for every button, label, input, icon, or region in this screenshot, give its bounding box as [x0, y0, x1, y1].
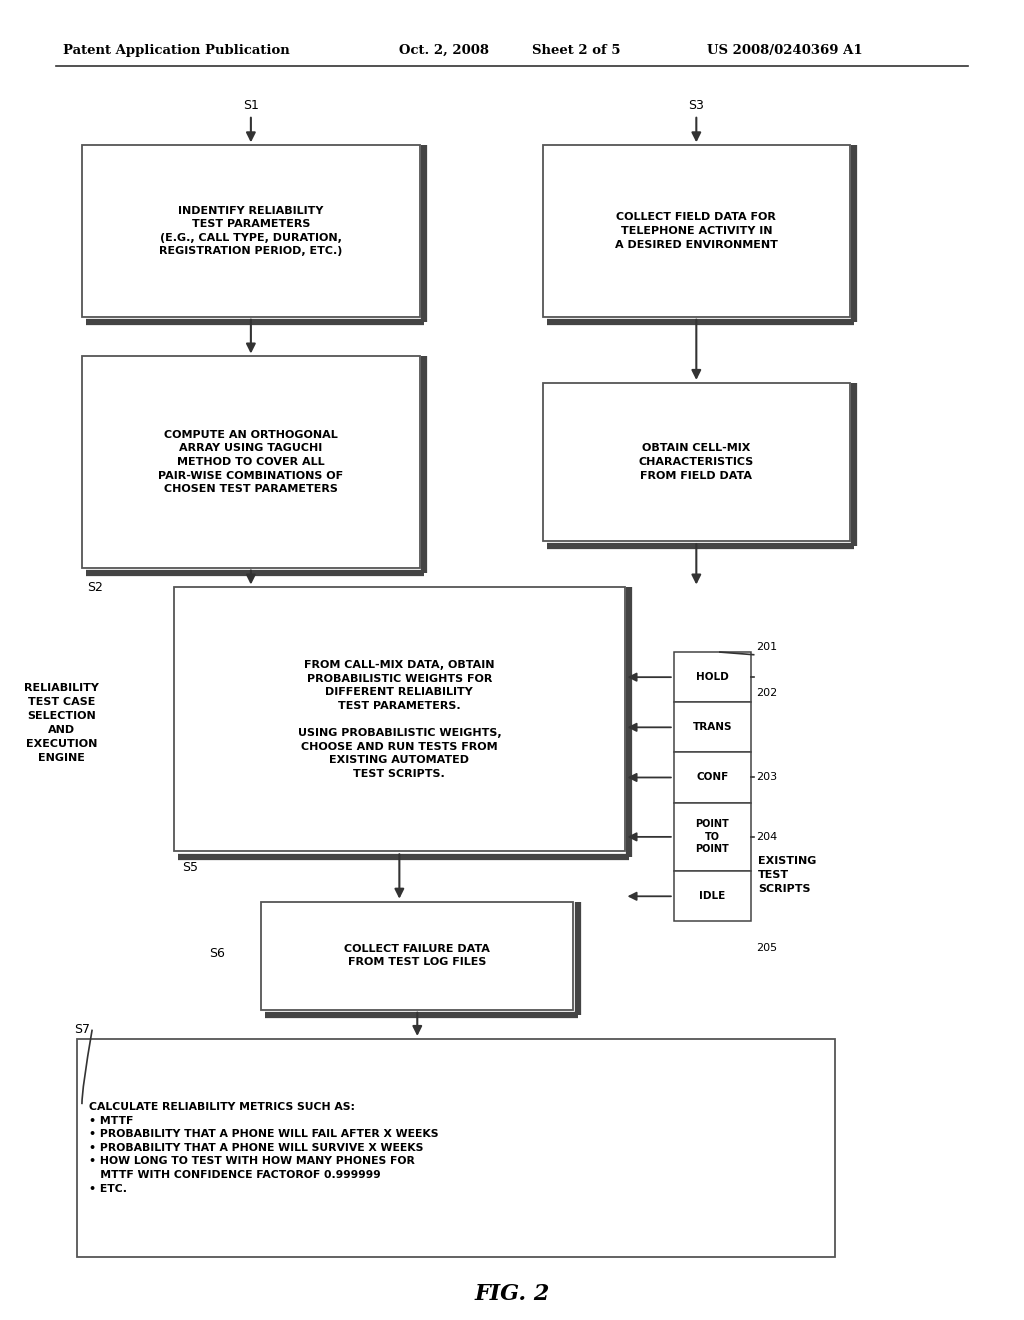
- Text: EXISTING
TEST
SCRIPTS: EXISTING TEST SCRIPTS: [758, 857, 816, 894]
- Text: US 2008/0240369 A1: US 2008/0240369 A1: [707, 44, 862, 57]
- Text: S5: S5: [182, 861, 199, 874]
- Text: Sheet 2 of 5: Sheet 2 of 5: [532, 44, 621, 57]
- Text: S1: S1: [243, 99, 259, 112]
- Text: S3: S3: [688, 99, 705, 112]
- Bar: [174, 587, 625, 851]
- Bar: [674, 702, 751, 752]
- Text: S4: S4: [573, 594, 590, 607]
- Text: 201: 201: [756, 642, 777, 652]
- Text: CONF: CONF: [696, 772, 728, 783]
- Text: COMPUTE AN ORTHOGONAL
ARRAY USING TAGUCHI
METHOD TO COVER ALL
PAIR-WISE COMBINAT: COMPUTE AN ORTHOGONAL ARRAY USING TAGUCH…: [159, 430, 343, 494]
- Text: 203: 203: [756, 772, 777, 783]
- Text: Oct. 2, 2008: Oct. 2, 2008: [399, 44, 489, 57]
- Bar: [77, 1039, 835, 1257]
- Text: CALCULATE RELIABILITY METRICS SUCH AS:
• MTTF
• PROBABILITY THAT A PHONE WILL FA: CALCULATE RELIABILITY METRICS SUCH AS: •…: [89, 1102, 438, 1193]
- Text: POINT
TO
POINT: POINT TO POINT: [695, 820, 729, 854]
- Bar: [261, 902, 573, 1010]
- Text: S6: S6: [209, 946, 225, 960]
- Text: HOLD: HOLD: [696, 672, 728, 682]
- Text: COLLECT FAILURE DATA
FROM TEST LOG FILES: COLLECT FAILURE DATA FROM TEST LOG FILES: [344, 944, 490, 968]
- Bar: [82, 356, 420, 568]
- Text: INDENTIFY RELIABILITY
TEST PARAMETERS
(E.G., CALL TYPE, DURATION,
REGISTRATION P: INDENTIFY RELIABILITY TEST PARAMETERS (E…: [159, 206, 343, 256]
- Text: S7: S7: [74, 1023, 90, 1036]
- Bar: [543, 145, 850, 317]
- Bar: [674, 871, 751, 921]
- Text: OBTAIN CELL-MIX
CHARACTERISTICS
FROM FIELD DATA: OBTAIN CELL-MIX CHARACTERISTICS FROM FIE…: [639, 444, 754, 480]
- Text: 202: 202: [756, 688, 777, 698]
- Bar: [674, 652, 751, 702]
- Text: S2: S2: [87, 581, 103, 594]
- Text: IDLE: IDLE: [699, 891, 725, 902]
- Text: 205: 205: [756, 942, 777, 953]
- Bar: [674, 803, 751, 871]
- Text: RELIABILITY
TEST CASE
SELECTION
AND
EXECUTION
ENGINE: RELIABILITY TEST CASE SELECTION AND EXEC…: [24, 684, 99, 763]
- Text: TRANS: TRANS: [692, 722, 732, 733]
- Text: 204: 204: [756, 832, 777, 842]
- Text: FROM CALL-MIX DATA, OBTAIN
PROBABILISTIC WEIGHTS FOR
DIFFERENT RELIABILITY
TEST : FROM CALL-MIX DATA, OBTAIN PROBABILISTIC…: [298, 660, 501, 779]
- Bar: [543, 383, 850, 541]
- Text: COLLECT FIELD DATA FOR
TELEPHONE ACTIVITY IN
A DESIRED ENVIRONMENT: COLLECT FIELD DATA FOR TELEPHONE ACTIVIT…: [614, 213, 778, 249]
- Text: Patent Application Publication: Patent Application Publication: [63, 44, 290, 57]
- Bar: [82, 145, 420, 317]
- Text: FIG. 2: FIG. 2: [474, 1283, 550, 1304]
- Bar: [674, 752, 751, 803]
